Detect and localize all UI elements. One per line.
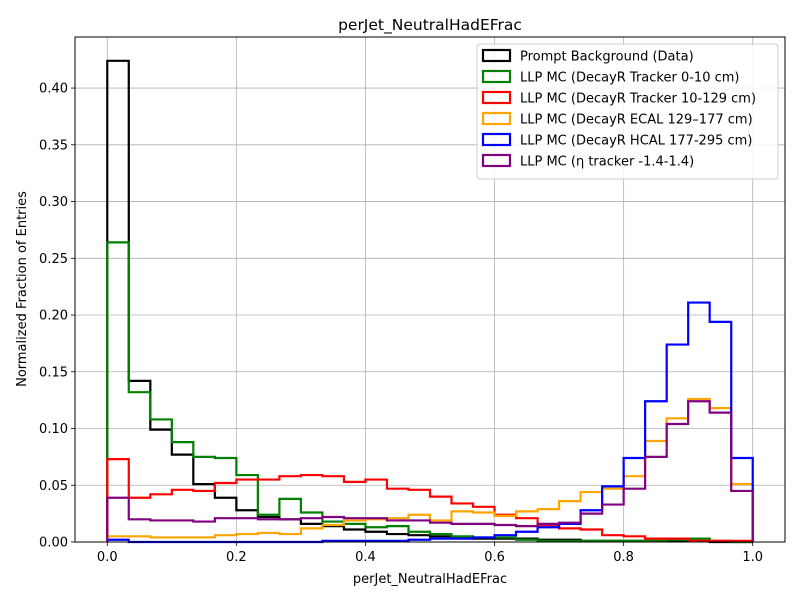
- series-step-line: [106, 458, 754, 542]
- series-2: [106, 241, 753, 544]
- legend-item: LLP MC (DecayR HCAL 177-295 cm): [481, 132, 752, 149]
- y-axis-title: Normalized Fraction of Entries: [15, 191, 30, 387]
- axes: 0.0 0.2 0.4 0.6 0.8 1.0 0.00 0.05 0.10 0.15 0.20 0.…: [39, 82, 763, 565]
- chart-title: perJet_NeutralHadEFrac: [338, 16, 522, 35]
- plot-frame: [74, 36, 786, 543]
- legend-label: LLP MC (η tracker -1.4-1.4): [520, 155, 694, 170]
- legend-label: LLP MC (DecayR Tracker 0-10 cm): [520, 71, 739, 86]
- y-tick-label: 0.40: [39, 82, 68, 97]
- y-tick-label: 0.25: [39, 252, 68, 267]
- legend-swatch: [481, 111, 512, 126]
- series-4: [106, 397, 754, 542]
- series-step-line: [106, 241, 753, 544]
- legend-label: LLP MC (DecayR ECAL 129–177 cm): [520, 113, 753, 128]
- x-tick-label: 0.6: [484, 550, 505, 565]
- legend-label: LLP MC (DecayR Tracker 10-129 cm): [520, 92, 756, 107]
- series-step-line: [106, 400, 754, 542]
- x-tick-label: 1.0: [742, 550, 763, 565]
- legend-swatch: [481, 48, 512, 63]
- y-tick-label: 0.35: [39, 138, 68, 153]
- series-3: [106, 458, 754, 542]
- legend-item: LLP MC (η tracker -1.4-1.4): [481, 153, 694, 170]
- legend-swatch: [481, 132, 512, 147]
- series-step-line: [106, 397, 754, 542]
- legend-label: Prompt Background (Data): [520, 50, 694, 65]
- legend-item: LLP MC (DecayR Tracker 0-10 cm): [481, 69, 739, 86]
- series-layer: [106, 59, 754, 544]
- legend-item: LLP MC (DecayR Tracker 10-129 cm): [481, 90, 756, 107]
- legend: Prompt Background (Data) LLP MC (DecayR T…: [476, 43, 779, 180]
- y-tick-label: 0.15: [39, 365, 68, 380]
- legend-item: Prompt Background (Data): [481, 48, 694, 65]
- y-tick-label: 0.10: [39, 422, 68, 437]
- y-tick-label: 0.00: [39, 536, 68, 551]
- x-tick-label: 0.4: [355, 550, 376, 565]
- x-tick-label: 0.2: [226, 550, 247, 565]
- y-tick-label: 0.05: [39, 479, 68, 494]
- legend-swatch: [481, 90, 512, 105]
- x-tick-label: 0.0: [97, 550, 118, 565]
- y-tick-label: 0.30: [39, 195, 68, 210]
- y-tick-label: 0.20: [39, 309, 68, 324]
- legend-swatch: [481, 69, 512, 84]
- x-tick-label: 0.8: [613, 550, 634, 565]
- legend-swatch: [481, 153, 512, 168]
- series-6: [106, 400, 754, 542]
- legend-label: LLP MC (DecayR HCAL 177-295 cm): [520, 134, 752, 149]
- legend-box: [476, 43, 779, 180]
- legend-item: LLP MC (DecayR ECAL 129–177 cm): [481, 111, 753, 128]
- x-axis-title: perJet_NeutralHadEFrac: [353, 572, 507, 587]
